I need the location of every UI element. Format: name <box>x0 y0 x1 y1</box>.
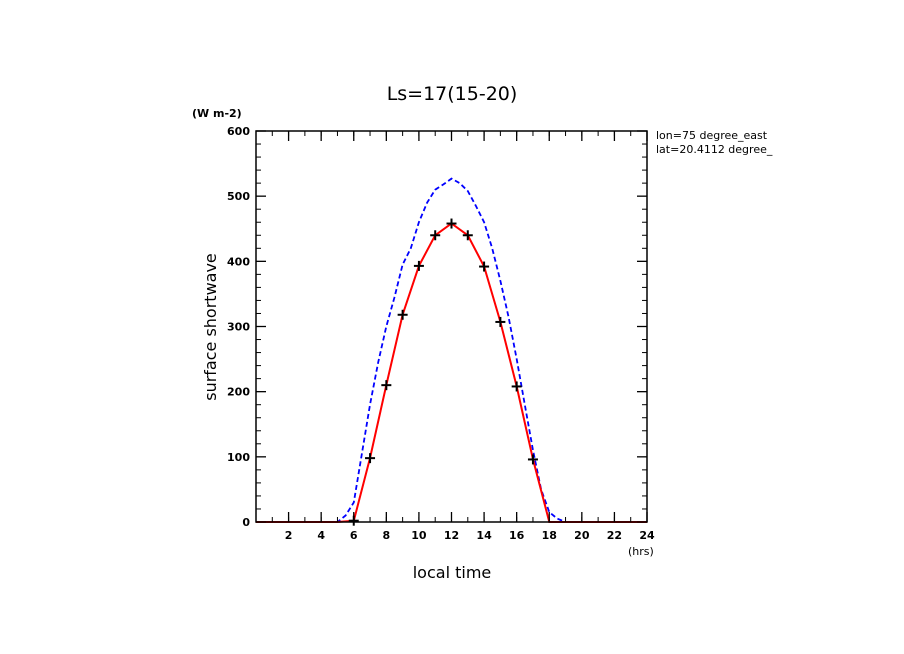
x-tick-label: 2 <box>285 529 293 542</box>
y-tick-label: 600 <box>227 125 250 138</box>
x-tick-label: 10 <box>411 529 427 542</box>
x-tick-label: 20 <box>574 529 590 542</box>
plot-frame <box>255 130 648 523</box>
annotation-lat: lat=20.4112 degree_ <box>656 143 773 156</box>
data-point <box>397 309 408 320</box>
x-tick-label: 6 <box>350 529 358 542</box>
y-tick-label: 500 <box>227 190 250 203</box>
data-point <box>430 230 441 241</box>
y-tick-label: 100 <box>227 451 250 464</box>
series-line-dashed <box>256 177 647 523</box>
x-tick-label: 8 <box>383 529 391 542</box>
x-tick-label: 18 <box>542 529 557 542</box>
y-tick-label: 400 <box>227 255 250 268</box>
data-point <box>413 260 424 271</box>
x-tick-label: 16 <box>509 529 525 542</box>
data-point <box>527 454 538 465</box>
data-point <box>462 230 473 241</box>
data-point <box>381 380 392 391</box>
x-tick-label: 24 <box>639 529 655 542</box>
x-tick-label: 12 <box>444 529 459 542</box>
y-unit-label: (W m-2) <box>192 107 242 120</box>
data-point <box>511 381 522 392</box>
data-point <box>479 261 490 272</box>
series-layer <box>256 177 647 526</box>
data-point <box>365 453 376 464</box>
x-tick-label: 14 <box>476 529 492 542</box>
y-tick-label: 300 <box>227 321 250 334</box>
chart-title: Ls=17(15-20) <box>387 83 518 105</box>
x-tick-label: 22 <box>607 529 622 542</box>
data-point <box>495 316 506 327</box>
x-tick-label: 4 <box>317 529 325 542</box>
y-tick-label: 200 <box>227 386 250 399</box>
x-unit-label: (hrs) <box>628 545 654 558</box>
series-line-solid <box>256 222 647 523</box>
x-axis-label: local time <box>413 563 492 582</box>
y-tick-label: 0 <box>242 516 250 529</box>
annotation-lon: lon=75 degree_east <box>656 129 768 142</box>
y-axis-label: surface shortwave <box>201 253 220 401</box>
data-point <box>446 218 457 229</box>
